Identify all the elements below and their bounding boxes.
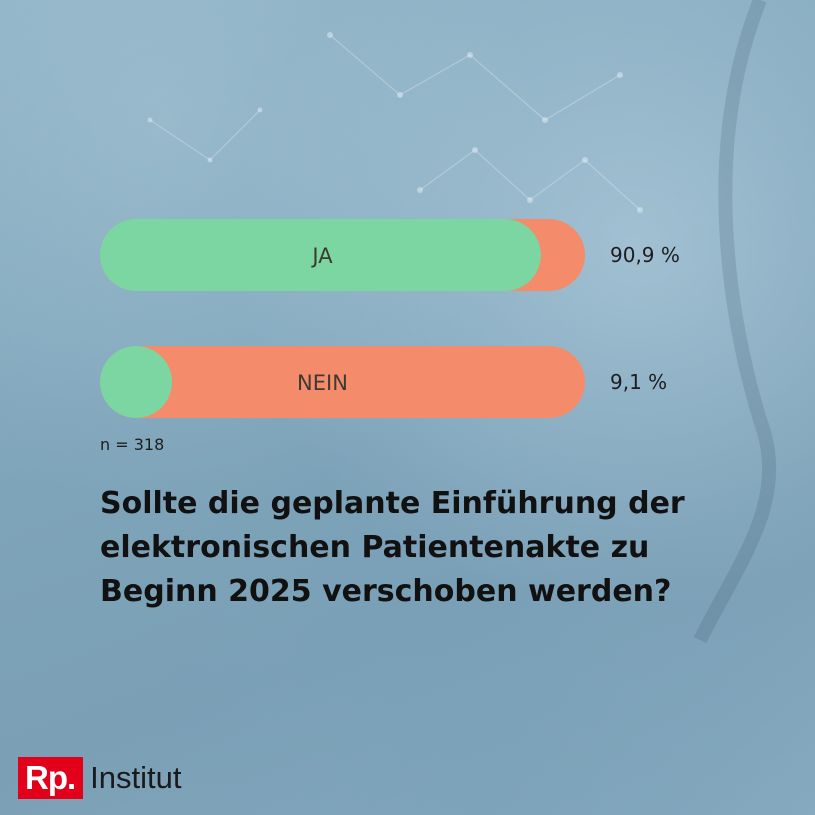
rp-institut-logo: Rp. Institut: [18, 757, 182, 799]
poll-row-ja: JA 90,9 %: [100, 219, 680, 291]
poll-row-nein: NEIN 9,1 %: [100, 346, 667, 418]
logo-wordmark: Institut: [90, 760, 182, 795]
value-label-ja: 90,9 %: [610, 243, 680, 267]
bar-label-nein: NEIN: [297, 371, 348, 395]
poll-question: Sollte die geplante Einführung der elekt…: [100, 486, 685, 609]
bar-share-ja: [100, 219, 541, 291]
value-label-nein: 9,1 %: [610, 370, 667, 394]
sample-size-note: n = 318: [100, 435, 165, 454]
bar-label-ja: JA: [310, 244, 333, 268]
bar-remainder-nein: [100, 346, 585, 418]
bar-share-nein: [100, 346, 172, 418]
logo-mark: Rp.: [18, 757, 84, 799]
